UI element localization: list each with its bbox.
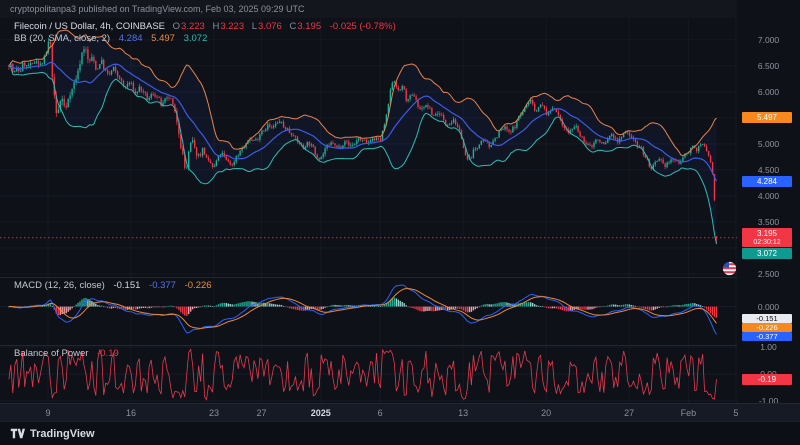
bop-legend[interactable]: Balance of Power -0.19 (14, 348, 119, 359)
price-tick: 4.500 (757, 164, 780, 175)
macd-line-value: -0.377 (149, 280, 176, 291)
time-tick: 5 (733, 408, 739, 418)
bop-tick: -1.00 (758, 395, 779, 406)
time-tick: 6 (377, 408, 383, 418)
price-tick: 7.000 (757, 34, 780, 45)
time-tick: 20 (541, 408, 552, 418)
time-tick: 2025 (310, 408, 331, 418)
price-scale[interactable]: -1.000.001.000.0002.5003.5004.0004.5005.… (737, 0, 800, 406)
tradingview-brand[interactable]: TradingView (10, 427, 95, 440)
time-tick: 13 (458, 408, 469, 418)
time-tick: 9 (45, 408, 51, 418)
symbol-title: Filecoin / US Dollar, 4h, COINBASE (14, 21, 165, 32)
time-tick: 23 (209, 408, 220, 418)
price-tick: 2.500 (757, 268, 780, 279)
last-price-value: 3.195 (756, 229, 778, 238)
macd-tick: 0.000 (757, 301, 780, 312)
close-label: C (289, 21, 297, 32)
high-value: 3.223 (220, 21, 245, 32)
tradingview-logo (10, 428, 25, 439)
macd-line-label: -0.377 (742, 332, 792, 341)
macd-title: MACD (12, 26, close) (14, 280, 105, 291)
high-label: H (212, 21, 220, 32)
bb-legend[interactable]: BB (20, SMA, close, 2) 4.284 5.497 3.072 (14, 33, 207, 44)
low-value: 3.076 (258, 21, 282, 32)
bop-value-label: -0.19 (742, 374, 792, 385)
time-tick: 27 (624, 408, 635, 418)
last-price-label: 3.195 02:30:12 (742, 228, 792, 247)
time-tick: 27 (256, 408, 267, 418)
time-axis[interactable]: 9 16 23 27 2025 6 13 20 27 Feb 5 (0, 403, 800, 421)
macd-hist-value: -0.151 (113, 280, 141, 291)
price-tick: 5.000 (757, 138, 780, 149)
publish-text: cryptopolitanpa3 published on TradingVie… (10, 4, 305, 14)
low-label: L (251, 21, 258, 32)
bb-lower-price-label: 3.072 (742, 248, 792, 259)
bop-tick: 1.00 (760, 342, 777, 353)
price-tick: 3.500 (757, 216, 780, 227)
price-tick: 4.000 (757, 190, 780, 201)
footer-bar: TradingView (0, 421, 800, 445)
circle-flag-sticker (722, 261, 737, 276)
open-value: 3.223 (181, 21, 205, 32)
price-tick: 6.500 (757, 60, 780, 71)
macd-signal-label: -0.226 (742, 323, 792, 332)
open-label: O (172, 21, 181, 32)
bb-lower-value: 3.072 (183, 33, 208, 44)
bb-basis-value: 4.284 (118, 33, 143, 44)
price-tick: 6.000 (757, 86, 780, 97)
macd-hist-label: -0.151 (742, 314, 792, 323)
bb-title: BB (20, SMA, close, 2) (14, 33, 111, 44)
change-value: -0.025 (-0.78%) (329, 21, 396, 32)
bop-title: Balance of Power (14, 348, 89, 359)
macd-legend[interactable]: MACD (12, 26, close) -0.151 -0.377 -0.22… (14, 280, 212, 291)
bop-value: -0.19 (97, 348, 119, 359)
chart-canvas[interactable] (0, 0, 737, 421)
bb-upper-value: 5.497 (151, 33, 175, 44)
bb-upper-price-label: 5.497 (742, 112, 792, 123)
bb-basis-price-label: 4.284 (742, 176, 792, 187)
time-tick: Feb (680, 408, 697, 418)
bar-countdown: 02:30:12 (753, 239, 781, 246)
publish-bar: cryptopolitanpa3 published on TradingVie… (0, 0, 800, 18)
symbol-legend[interactable]: Filecoin / US Dollar, 4h, COINBASE O3.22… (14, 21, 396, 32)
macd-signal-value: -0.226 (184, 280, 212, 291)
brand-text: TradingView (30, 427, 95, 440)
time-tick: 16 (126, 408, 137, 418)
close-value: 3.195 (297, 21, 322, 32)
chart-plot-area[interactable] (0, 0, 737, 421)
